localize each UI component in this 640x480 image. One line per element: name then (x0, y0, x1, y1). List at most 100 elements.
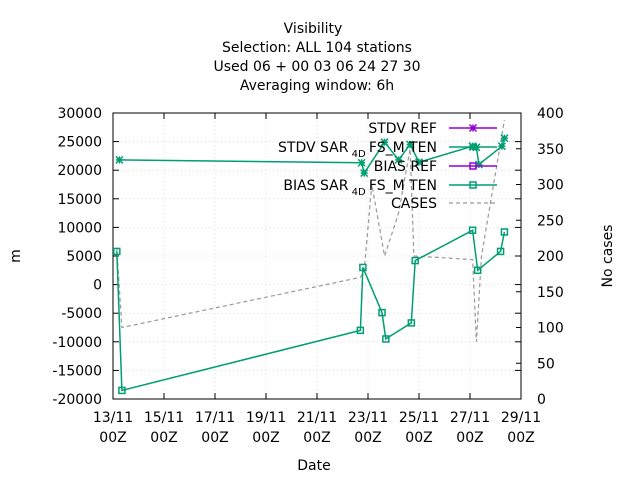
title-line-3: Used 06 + 00 03 06 24 27 30 (213, 59, 420, 75)
y2-axis-label: No cases (600, 225, 616, 288)
star-stroke (468, 142, 478, 152)
series-bias-sar-4dfs-mten (113, 226, 509, 395)
data-point-star (500, 134, 509, 143)
y-tick-label: 30000 (57, 106, 102, 122)
legend-entry: BIAS REF (374, 159, 497, 175)
x-tick-label-date: 27/11 (450, 410, 490, 426)
data-point-star (468, 142, 478, 152)
data-point-star (414, 158, 424, 167)
title-line-1: Visibility (284, 21, 343, 37)
y-tick-label: 0 (93, 278, 102, 294)
data-point-star (468, 123, 478, 133)
y2-tick-label: 250 (537, 213, 564, 229)
data-point-star (360, 169, 369, 178)
x-tick-label-hour: 00Z (201, 430, 228, 446)
data-point-box (468, 226, 477, 235)
y2-tick-label: 400 (537, 106, 564, 122)
star-stroke (406, 140, 415, 149)
x-tick-label-date: 29/11 (501, 410, 541, 426)
series-stdv-sar-4dfs-mten (115, 134, 509, 178)
legend-entry: STDV REF (368, 121, 497, 137)
star-stroke (468, 123, 478, 133)
legend-entry: CASES (391, 196, 497, 212)
data-point-box (378, 308, 386, 317)
x-tick-label-hour: 00Z (405, 430, 432, 446)
legend-entry: STDV SAR 4D FS_M TEN (278, 140, 497, 160)
data-point-box (469, 162, 477, 170)
star-stroke (414, 158, 424, 167)
star-stroke (115, 155, 124, 164)
data-point-box (500, 228, 509, 236)
legend-entry: BIAS SAR 4D FS_M TEN (283, 178, 497, 198)
star-stroke (500, 134, 509, 143)
x-tick-label-date: 25/11 (399, 410, 439, 426)
data-point-box (473, 266, 482, 275)
y-tick-label: -5000 (61, 306, 102, 322)
data-point-star (394, 155, 403, 164)
data-point-star (497, 142, 506, 151)
star-stroke (394, 155, 403, 164)
y2-tick-label: 350 (537, 142, 564, 158)
data-point-box (382, 335, 390, 343)
y-tick-label: -10000 (52, 335, 102, 351)
data-point-box (359, 263, 367, 272)
x-tick-label-date: 23/11 (348, 410, 388, 426)
legend-label: STDV REF (368, 121, 437, 137)
x-tick-label-date: 13/11 (93, 410, 133, 426)
y2-tick-label: 200 (537, 249, 564, 265)
x-axis-label: Date (297, 458, 330, 474)
data-point-box (356, 326, 365, 335)
y-tick-label: -20000 (52, 392, 102, 408)
y2-tick-label: 150 (537, 285, 564, 301)
y2-tick-label: 50 (537, 356, 555, 372)
legend-label: CASES (391, 196, 437, 212)
x-tick-label-hour: 00Z (507, 430, 534, 446)
data-point-star (406, 140, 415, 149)
y-tick-label: 20000 (57, 163, 102, 179)
x-tick-label-date: 21/11 (297, 410, 337, 426)
legend-label: STDV SAR 4D FS_M TEN (278, 140, 437, 160)
x-tick-label-date: 15/11 (144, 410, 184, 426)
x-tick-label-hour: 00Z (99, 430, 126, 446)
y-tick-label: -15000 (52, 363, 102, 379)
data-point-box (113, 247, 121, 256)
y2-tick-label: 100 (537, 321, 564, 337)
chart-title: Visibility Selection: ALL 104 stations U… (213, 21, 420, 94)
x-tick-label-date: 17/11 (195, 410, 235, 426)
x-tick-label-date: 19/11 (246, 410, 286, 426)
data-point-star (357, 158, 366, 167)
y2-tick-label: 300 (537, 178, 564, 194)
series-cases (116, 120, 505, 342)
data-point-box (407, 319, 416, 327)
series-layer (113, 120, 509, 395)
series-line (116, 229, 506, 392)
legend-label: BIAS SAR 4D FS_M TEN (283, 178, 437, 198)
grid-lines (113, 113, 521, 399)
y-tick-label: 25000 (57, 135, 102, 151)
y-tick-label: 15000 (57, 192, 102, 208)
y-tick-label: 10000 (57, 220, 102, 236)
axes: -20000 -15000 -10000 -5000 0 5000 10000 15000 20… (52, 106, 563, 446)
data-point-star (115, 155, 124, 164)
title-line-2: Selection: ALL 104 stations (222, 40, 412, 56)
x-tick-label-hour: 00Z (150, 430, 177, 446)
title-line-4: Averaging window: 6h (240, 78, 394, 94)
x-tick-label-hour: 00Z (252, 430, 279, 446)
x-tick-label-hour: 00Z (303, 430, 330, 446)
series-line (116, 120, 505, 342)
data-point-box (469, 181, 477, 189)
star-stroke (497, 142, 506, 151)
y-axis-label: m (8, 249, 24, 263)
x-tick-label-hour: 00Z (456, 430, 483, 446)
data-point-box (496, 247, 505, 256)
data-point-box (411, 256, 419, 265)
star-stroke (380, 138, 389, 147)
star-stroke (360, 169, 369, 178)
y2-tick-label: 0 (537, 392, 546, 408)
legend-label: BIAS REF (374, 159, 437, 175)
x-tick-label-hour: 00Z (354, 430, 381, 446)
y-tick-label: 5000 (66, 249, 102, 265)
data-point-box (118, 386, 126, 395)
